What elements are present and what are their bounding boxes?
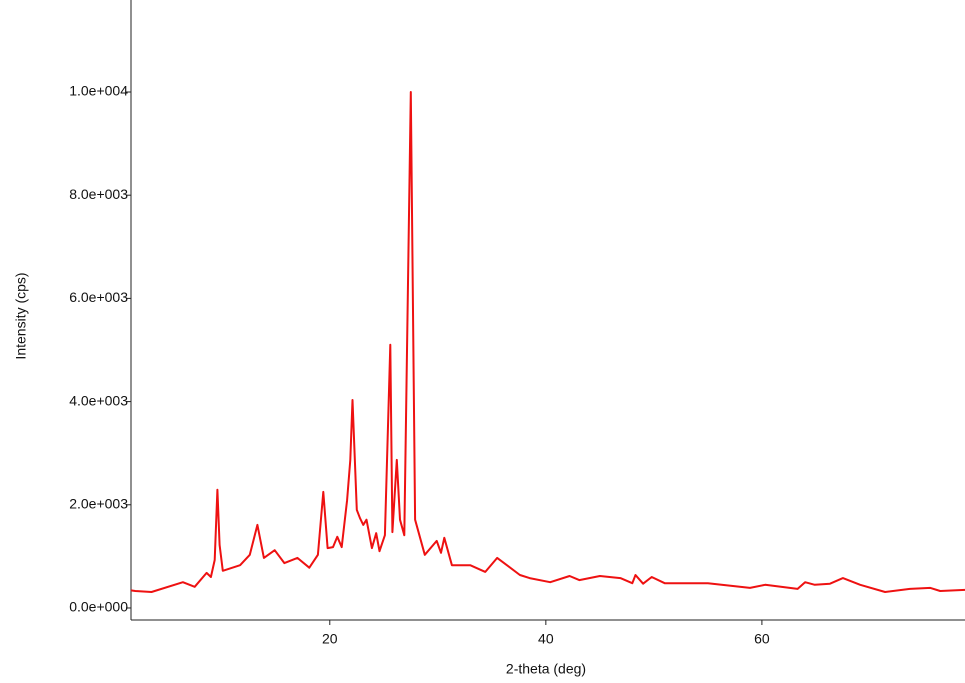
y-tick-label: 8.0e+003: [69, 186, 128, 202]
x-tick-label: 60: [754, 631, 770, 647]
y-tick-label: 1.0e+004: [69, 83, 128, 99]
y-tick-label: 4.0e+003: [69, 392, 128, 408]
page: 2-theta (deg) Intensity (cps) 0.0e+000 2.…: [0, 0, 965, 683]
y-tick-label: 2.0e+003: [69, 495, 128, 511]
x-tick-label: 40: [538, 631, 554, 647]
chart: 2-theta (deg) Intensity (cps) 0.0e+000 2.…: [0, 0, 965, 683]
y-tick-label: 0.0e+000: [69, 599, 128, 615]
x-tick-label: 20: [322, 631, 338, 647]
y-tick-label: 6.0e+003: [69, 289, 128, 305]
y-axis-label: Intensity (cps): [13, 272, 29, 359]
x-axis-label: 2-theta (deg): [506, 661, 586, 677]
data-line: [131, 92, 965, 592]
